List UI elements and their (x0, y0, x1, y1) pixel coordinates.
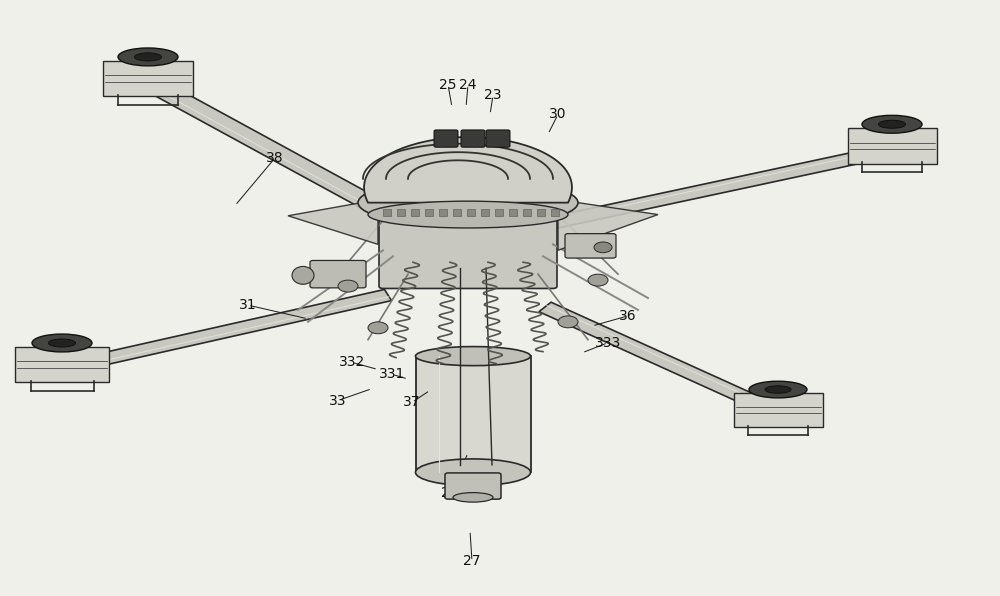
Polygon shape (439, 209, 447, 216)
Polygon shape (411, 209, 419, 216)
Polygon shape (425, 209, 433, 216)
FancyBboxPatch shape (104, 61, 192, 96)
Ellipse shape (879, 120, 906, 128)
FancyBboxPatch shape (486, 130, 510, 147)
Polygon shape (58, 290, 392, 374)
FancyBboxPatch shape (379, 212, 557, 288)
Text: 332: 332 (339, 355, 365, 370)
Circle shape (558, 316, 578, 328)
Ellipse shape (453, 492, 493, 502)
Text: 25: 25 (439, 77, 457, 92)
Polygon shape (140, 77, 403, 222)
FancyBboxPatch shape (15, 347, 109, 383)
Text: 29: 29 (441, 486, 459, 501)
Circle shape (338, 280, 358, 292)
Circle shape (368, 322, 388, 334)
Ellipse shape (358, 179, 578, 226)
FancyBboxPatch shape (445, 473, 501, 499)
Ellipse shape (134, 53, 162, 61)
Ellipse shape (48, 339, 76, 347)
FancyBboxPatch shape (461, 130, 485, 147)
FancyBboxPatch shape (734, 393, 822, 427)
Ellipse shape (118, 48, 178, 66)
Polygon shape (509, 209, 517, 216)
Text: 31: 31 (239, 298, 257, 312)
Text: 36: 36 (619, 309, 637, 323)
Ellipse shape (32, 334, 92, 352)
FancyBboxPatch shape (848, 129, 936, 163)
Polygon shape (467, 209, 475, 216)
Polygon shape (383, 209, 391, 216)
Text: 24: 24 (459, 77, 477, 92)
Circle shape (594, 242, 612, 253)
Polygon shape (537, 209, 545, 216)
Polygon shape (527, 145, 895, 233)
Polygon shape (397, 209, 405, 216)
Polygon shape (416, 356, 531, 472)
Polygon shape (523, 209, 531, 216)
FancyBboxPatch shape (565, 234, 616, 258)
Polygon shape (481, 209, 489, 216)
Text: 30: 30 (549, 107, 567, 122)
Text: 27: 27 (463, 554, 481, 569)
FancyBboxPatch shape (434, 130, 458, 147)
Text: 33: 33 (329, 393, 347, 408)
Ellipse shape (368, 201, 568, 228)
Polygon shape (453, 209, 461, 216)
Text: 23: 23 (484, 88, 502, 103)
Polygon shape (288, 200, 378, 244)
Text: 333: 333 (595, 336, 621, 350)
Text: 38: 38 (266, 151, 284, 165)
Polygon shape (558, 200, 658, 250)
Ellipse shape (416, 347, 530, 366)
FancyBboxPatch shape (310, 260, 366, 288)
Polygon shape (495, 209, 503, 216)
Circle shape (588, 274, 608, 286)
Polygon shape (539, 302, 784, 417)
Ellipse shape (292, 266, 314, 284)
Ellipse shape (862, 116, 922, 134)
Ellipse shape (765, 386, 791, 393)
Ellipse shape (749, 381, 807, 398)
Ellipse shape (416, 459, 530, 486)
Polygon shape (551, 209, 559, 216)
Text: 37: 37 (403, 395, 421, 409)
Polygon shape (364, 137, 572, 203)
Text: 331: 331 (379, 367, 405, 381)
